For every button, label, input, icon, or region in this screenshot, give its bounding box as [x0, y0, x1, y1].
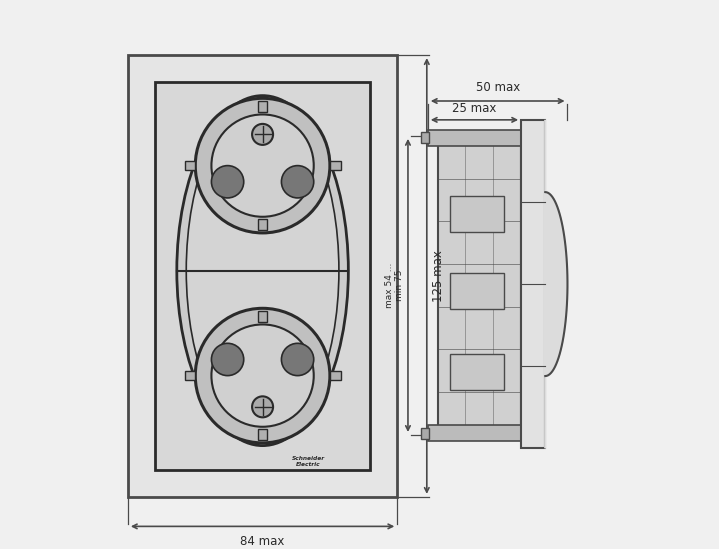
Bar [330, 161, 341, 170]
Circle shape [211, 114, 313, 217]
Text: 50 max: 50 max [475, 81, 520, 94]
Bar [450, 196, 504, 232]
Bar [155, 82, 370, 470]
Bar [258, 101, 267, 112]
Bar [128, 55, 397, 497]
Bar [258, 429, 267, 440]
Circle shape [281, 343, 313, 376]
Bar [258, 311, 267, 322]
Bar [185, 161, 196, 170]
Bar [258, 220, 267, 230]
Circle shape [211, 166, 244, 198]
Polygon shape [545, 120, 567, 449]
Bar [185, 371, 196, 380]
Circle shape [281, 166, 313, 198]
Bar [428, 130, 525, 145]
Text: max 54 ...
min 75: max 54 ... min 75 [385, 263, 404, 308]
Text: 125 max: 125 max [432, 250, 445, 302]
Bar [521, 120, 545, 449]
Bar [421, 428, 429, 439]
Text: Schneider
Electric: Schneider Electric [292, 456, 325, 467]
Text: 25 max: 25 max [452, 102, 497, 115]
Bar [450, 354, 504, 390]
Bar [438, 136, 521, 435]
Circle shape [211, 343, 244, 376]
Bar [428, 425, 525, 441]
Circle shape [196, 98, 330, 233]
Ellipse shape [186, 101, 339, 440]
Bar [421, 132, 429, 143]
Bar [330, 371, 341, 380]
Circle shape [196, 309, 330, 443]
Circle shape [211, 324, 313, 427]
Ellipse shape [177, 96, 348, 446]
Circle shape [252, 124, 273, 145]
Bar [450, 273, 504, 309]
Circle shape [252, 396, 273, 417]
Text: 84 max: 84 max [240, 535, 285, 548]
